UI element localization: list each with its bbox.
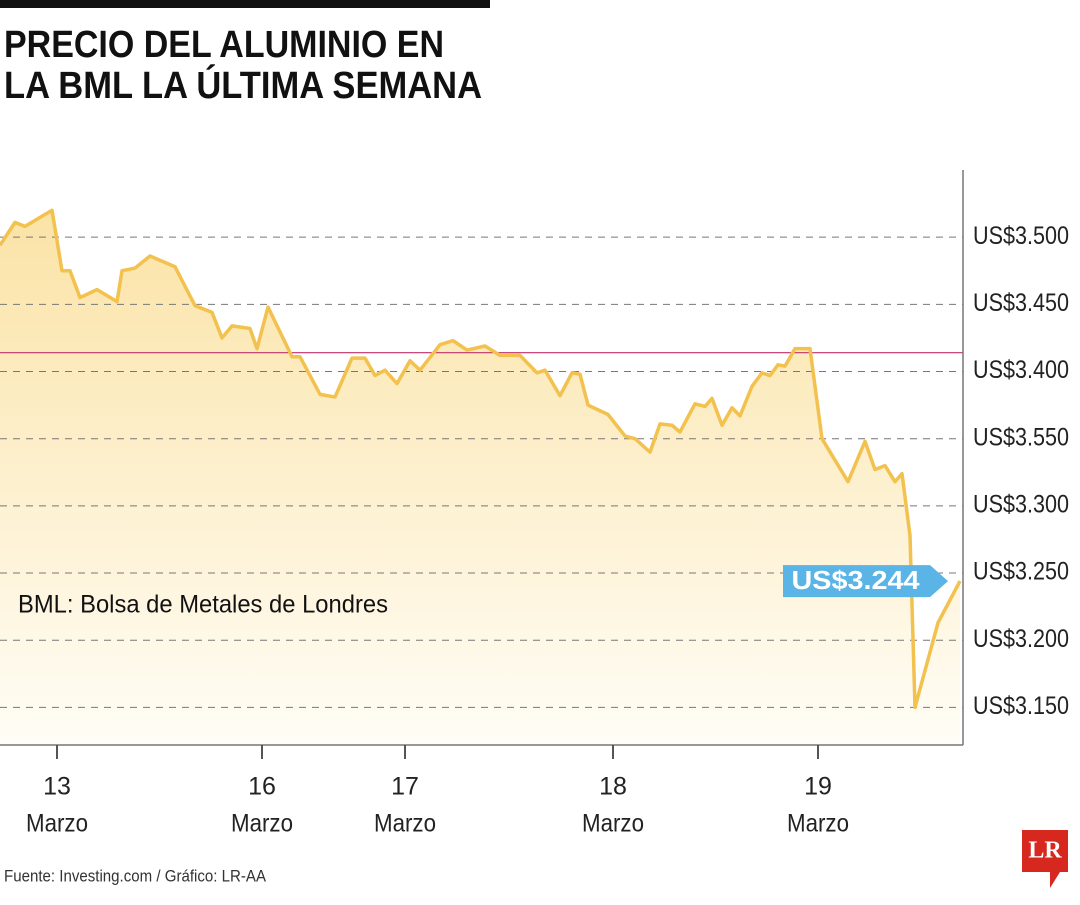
x-tick-label: 19 bbox=[804, 773, 832, 801]
x-tick-label: Marzo bbox=[231, 810, 293, 838]
top-bar bbox=[0, 0, 490, 8]
y-tick-label: US$3.200 bbox=[973, 625, 1069, 653]
y-tick-label: US$3.550 bbox=[973, 423, 1069, 451]
title-line: LA BML LA ÚLTIMA SEMANA bbox=[4, 63, 482, 107]
annotation: BML: Bolsa de Metales de Londres bbox=[18, 591, 388, 619]
x-tick-label: Marzo bbox=[787, 810, 849, 838]
line bbox=[0, 208, 962, 710]
y-tick-label: US$3.400 bbox=[973, 356, 1069, 384]
x-tick-label: Marzo bbox=[374, 810, 436, 838]
x-tick-label: 17 bbox=[391, 773, 419, 801]
logo-badge bbox=[1022, 830, 1068, 888]
value-label: US$3.244 bbox=[792, 565, 921, 595]
source: Fuente: Investing.com / Gráfico: LR-AA bbox=[4, 866, 267, 885]
plot: US$3.500 US$3.450 US$3.400 US$3.550 US$3.300… bbox=[0, 170, 1069, 838]
x-tick-label: 18 bbox=[599, 773, 627, 801]
x-tick-label: Marzo bbox=[26, 810, 88, 838]
x-tick-label: 16 bbox=[248, 773, 276, 801]
x-tick-label: 13 bbox=[43, 773, 71, 801]
y-tick-label: US$3.450 bbox=[973, 289, 1069, 317]
y-tick-label: US$3.150 bbox=[973, 692, 1069, 720]
callout bbox=[783, 565, 948, 598]
title-line: PRECIO DEL ALUMINIO EN bbox=[4, 24, 444, 66]
x-tick-label: Marzo bbox=[582, 810, 644, 838]
y-tick-label: US$3.300 bbox=[973, 490, 1069, 518]
area bbox=[0, 210, 960, 746]
y-tick-label: US$3.500 bbox=[973, 222, 1069, 250]
y-tick-label: US$3.250 bbox=[973, 558, 1069, 586]
logo: LR bbox=[1028, 838, 1062, 864]
